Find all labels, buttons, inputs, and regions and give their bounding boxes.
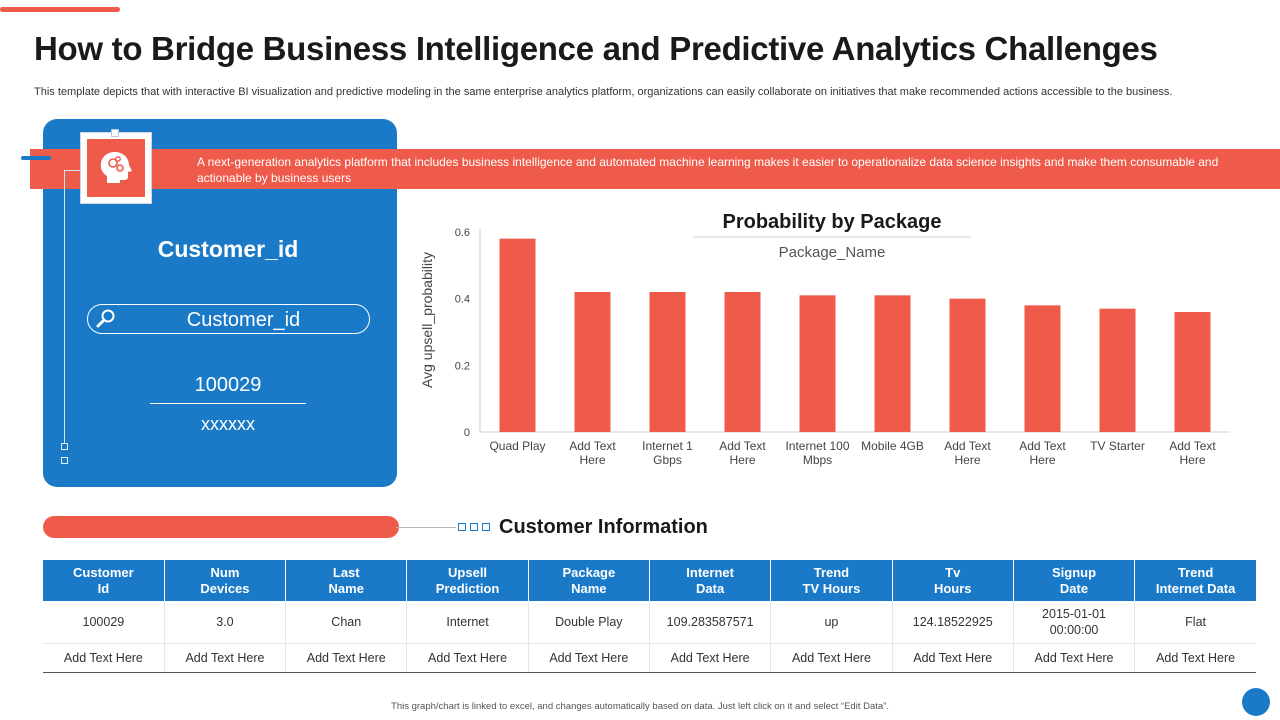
x-tick-label: Add Text Here bbox=[944, 439, 991, 467]
table-cell: 100029 bbox=[43, 601, 165, 644]
probability-chart: Probability by Package Package_Name 0 0.2 0.… bbox=[405, 200, 1245, 480]
chart-bar bbox=[499, 238, 536, 432]
signup-date-value: 2015-01-01 00:00:00 bbox=[1042, 607, 1106, 637]
chart-bar bbox=[1174, 312, 1211, 432]
customer-info-title: Customer Information bbox=[499, 516, 708, 538]
section-node bbox=[482, 523, 490, 531]
table-cell: Add Text Here bbox=[1134, 643, 1256, 673]
table-cell: Add Text Here bbox=[43, 643, 165, 673]
connector-node bbox=[61, 443, 68, 450]
table-cell: Add Text Here bbox=[164, 643, 287, 673]
table-row: Add Text Here Add Text Here Add Text Her… bbox=[43, 643, 1256, 673]
search-icon bbox=[94, 308, 118, 335]
customer-id-subvalue: xxxxxx bbox=[201, 414, 255, 434]
x-tick-label: Mobile 4GB bbox=[861, 439, 924, 453]
customer-id-title: Customer_id bbox=[157, 236, 299, 262]
table-cell: 3.0 bbox=[164, 601, 287, 644]
chart-bar bbox=[574, 292, 611, 432]
connector-line bbox=[64, 170, 65, 450]
table-cell: 109.283587571 bbox=[649, 601, 772, 644]
chart-bar bbox=[1024, 305, 1061, 432]
y-tick-label: 0.4 bbox=[455, 294, 470, 306]
section-node bbox=[470, 523, 478, 531]
page-title: How to Bridge Business Intelligence and … bbox=[34, 30, 1158, 67]
table-cell: Add Text Here bbox=[406, 643, 529, 673]
section-connector-line bbox=[396, 527, 456, 528]
chart-bar bbox=[874, 295, 911, 432]
table-cell: Add Text Here bbox=[892, 643, 1014, 673]
table-cell: Add Text Here bbox=[649, 643, 772, 673]
probability-chart-svg: Probability by Package Package_Name 0 0.2 0.… bbox=[419, 211, 1230, 467]
y-tick-label: 0.6 bbox=[455, 227, 470, 239]
table-cell: Flat bbox=[1134, 601, 1256, 644]
table-row: 100029 3.0 Chan Internet Double Play 109… bbox=[43, 601, 1256, 644]
y-tick-label: 0.2 bbox=[455, 360, 470, 372]
x-tick-label: Internet 100 Mbps bbox=[785, 439, 849, 467]
connector-line bbox=[64, 170, 82, 171]
table-cell: Add Text Here bbox=[285, 643, 408, 673]
table-cell: Add Text Here bbox=[770, 643, 893, 673]
x-tick-label: Add Text Here bbox=[1019, 439, 1066, 467]
chart-bar bbox=[649, 292, 686, 432]
table-header-cell: Package Name bbox=[528, 560, 650, 601]
decorative-dash bbox=[21, 156, 51, 160]
table-header-cell: Customer Id bbox=[43, 560, 165, 601]
table-cell: Internet bbox=[406, 601, 529, 644]
x-tick-label: Quad Play bbox=[489, 439, 545, 453]
x-tick-label: Add Text Here bbox=[719, 439, 766, 467]
table-header-cell: Num Devices bbox=[164, 560, 287, 601]
section-accent-bar bbox=[43, 516, 399, 538]
y-axis-label: Avg upsell_probability bbox=[419, 252, 435, 388]
table-cell: up bbox=[770, 601, 893, 644]
chart-title: Probability by Package bbox=[723, 211, 942, 233]
customer-id-search[interactable]: Customer_id bbox=[87, 304, 370, 334]
footer-note: This graph/chart is linked to excel, and… bbox=[391, 701, 889, 712]
corner-dot bbox=[1242, 688, 1270, 716]
x-tick-label: Internet 1 Gbps bbox=[642, 439, 693, 467]
y-tick-label: 0 bbox=[464, 427, 470, 439]
value-underline bbox=[150, 403, 306, 404]
customer-info-table: Customer Id Num Devices Last Name Upsell… bbox=[43, 560, 1256, 673]
search-label: Customer_id bbox=[186, 309, 301, 331]
chart-bar bbox=[724, 292, 761, 432]
chart-bar bbox=[1099, 308, 1136, 432]
chart-bar bbox=[799, 295, 836, 432]
x-tick-label: Add Text Here bbox=[1169, 439, 1216, 467]
customer-id-value: 100029 bbox=[194, 374, 262, 396]
chart-bar bbox=[949, 298, 986, 432]
banner bbox=[30, 149, 1280, 189]
table-header-cell: Tv Hours bbox=[892, 560, 1014, 601]
icon-connector-knob bbox=[111, 129, 119, 137]
table-header-cell: Upsell Prediction bbox=[406, 560, 529, 601]
table-cell: 2015-01-01 00:00:00 bbox=[1013, 601, 1136, 644]
top-accent-bar bbox=[0, 7, 120, 12]
x-tick-label: Add Text Here bbox=[569, 439, 616, 467]
table-cell: Chan bbox=[285, 601, 408, 644]
table-header-cell: Signup Date bbox=[1013, 560, 1136, 601]
table-header-cell: Trend TV Hours bbox=[770, 560, 893, 601]
head-gears-icon bbox=[87, 139, 145, 197]
table-header-cell: Internet Data bbox=[649, 560, 772, 601]
table-cell: Double Play bbox=[528, 601, 650, 644]
table-cell: Add Text Here bbox=[1013, 643, 1136, 673]
connector-node bbox=[61, 457, 68, 464]
table-cell: 124.18522925 bbox=[892, 601, 1014, 644]
table-cell: Add Text Here bbox=[528, 643, 650, 673]
head-gears-icon-frame bbox=[80, 132, 152, 204]
table-header-row: Customer Id Num Devices Last Name Upsell… bbox=[43, 560, 1256, 601]
page-description: This template depicts that with interact… bbox=[34, 86, 1173, 98]
chart-subtitle: Package_Name bbox=[779, 244, 886, 261]
section-node bbox=[458, 523, 466, 531]
banner-text: A next-generation analytics platform tha… bbox=[197, 155, 1219, 185]
x-tick-label: TV Starter bbox=[1090, 439, 1145, 453]
table-header-cell: Trend Internet Data bbox=[1134, 560, 1256, 601]
table-header-cell: Last Name bbox=[285, 560, 408, 601]
